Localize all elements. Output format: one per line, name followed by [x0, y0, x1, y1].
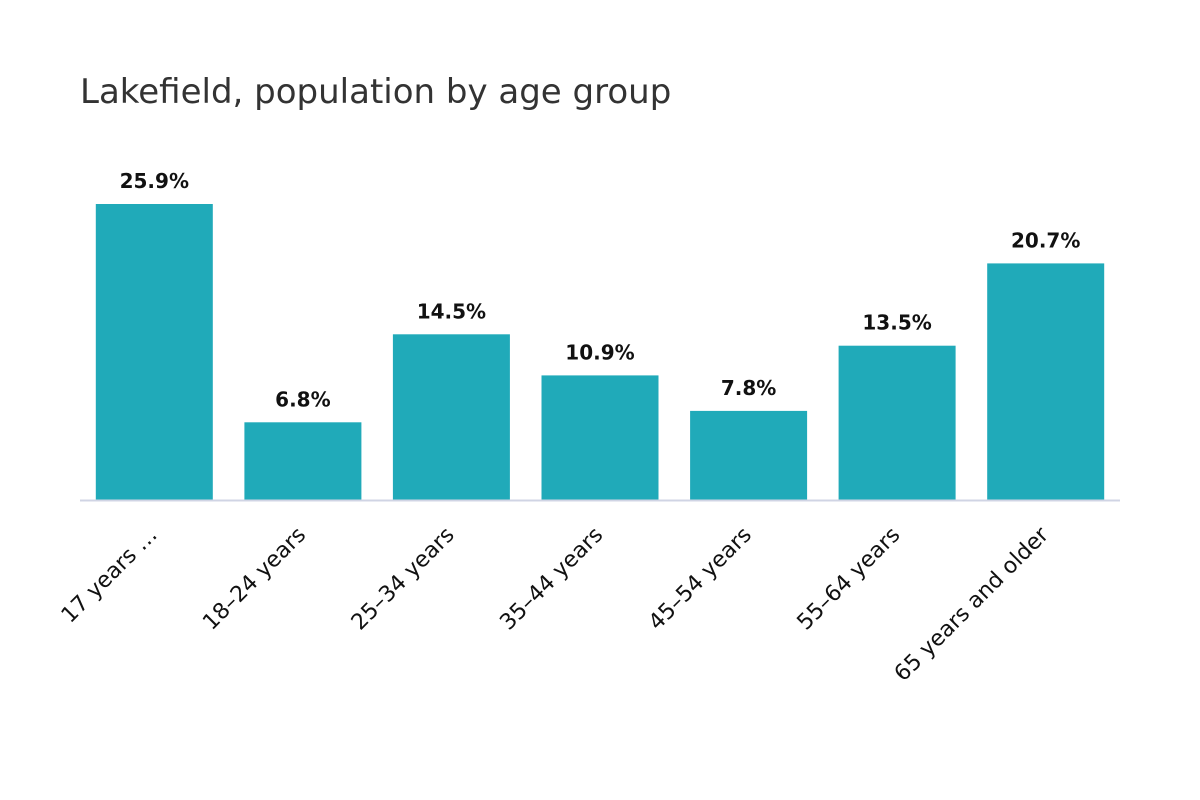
- x-tick-label: 17 years …: [57, 523, 163, 629]
- bar-value-label: 14.5%: [417, 299, 486, 323]
- bar-6: [838, 345, 956, 500]
- x-tick-label: 18–24 years: [198, 523, 311, 636]
- chart-title: Lakefield, population by age group: [80, 72, 672, 112]
- bar-value-label: 6.8%: [275, 387, 330, 411]
- bar-value-label: 20.7%: [1011, 228, 1080, 252]
- x-tick-label: 35–44 years: [495, 523, 608, 636]
- x-tick-label: 25–34 years: [347, 523, 460, 636]
- bar-3: [392, 334, 510, 500]
- bar-value-label: 25.9%: [120, 169, 189, 193]
- bar-5: [690, 410, 808, 500]
- bar-2: [244, 422, 362, 500]
- x-tick-label: 55–64 years: [793, 523, 906, 636]
- bar-value-label: 7.8%: [721, 376, 776, 400]
- bar-value-label: 13.5%: [862, 311, 931, 335]
- bar-value-label: 10.9%: [565, 340, 634, 364]
- x-tick-label: 45–54 years: [644, 523, 757, 636]
- bar-7: [987, 263, 1105, 500]
- bar-1: [95, 204, 213, 500]
- bar-4: [541, 375, 659, 500]
- x-tick-label: 65 years and older: [890, 522, 1055, 687]
